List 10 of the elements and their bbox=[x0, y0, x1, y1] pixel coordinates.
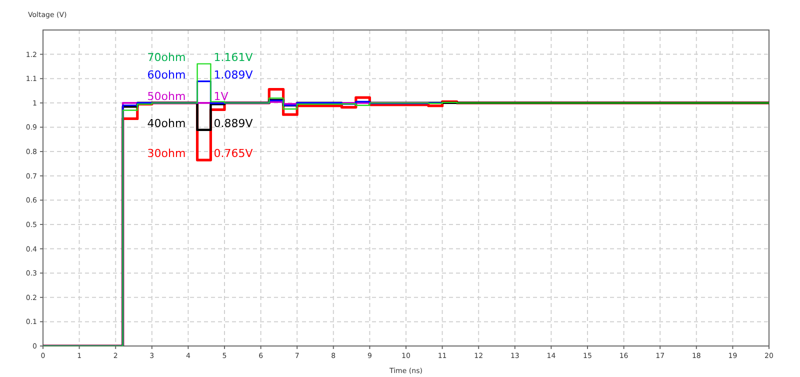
series-label: 50ohm bbox=[147, 90, 186, 103]
series-label: 60ohm bbox=[147, 68, 186, 82]
data-label: 1.161V bbox=[214, 50, 254, 64]
data-label: 1.089V bbox=[214, 68, 254, 82]
data-label: 0.889V bbox=[214, 116, 254, 130]
series-label: 40ohm bbox=[147, 116, 186, 130]
series-label: 30ohm bbox=[147, 147, 186, 160]
data-label: 1V bbox=[214, 90, 229, 103]
data-label: 0.765V bbox=[214, 147, 254, 160]
series-label: 70ohm bbox=[147, 50, 186, 64]
